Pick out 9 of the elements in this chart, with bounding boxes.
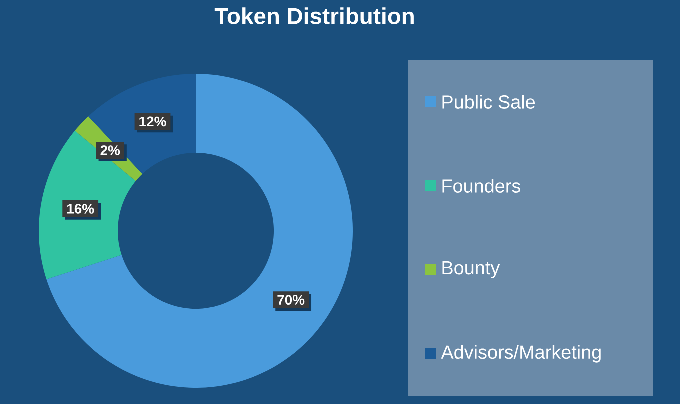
- data-label: 12%: [140, 116, 166, 127]
- data-label: 2%: [100, 146, 120, 156]
- legend-label: Bounty: [442, 262, 500, 278]
- chart-title: Token Distribution: [214, 8, 414, 24]
- data-label: 16%: [68, 204, 94, 214]
- legend-label: Founders: [442, 179, 520, 193]
- data-label: 70%: [278, 295, 305, 305]
- legend-label: Public Sale: [442, 95, 536, 109]
- legend-label: Advisors/Marketing: [441, 345, 601, 363]
